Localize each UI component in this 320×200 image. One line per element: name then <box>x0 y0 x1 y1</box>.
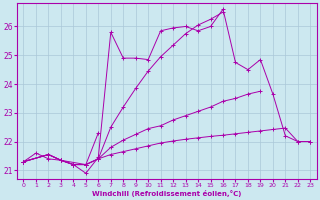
X-axis label: Windchill (Refroidissement éolien,°C): Windchill (Refroidissement éolien,°C) <box>92 190 242 197</box>
